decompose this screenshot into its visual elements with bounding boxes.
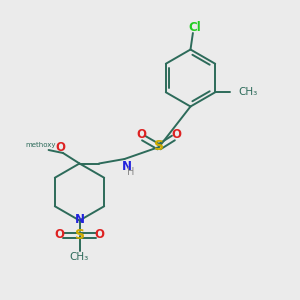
Text: O: O — [55, 141, 65, 154]
Text: CH₃: CH₃ — [238, 87, 258, 97]
Text: N: N — [74, 213, 85, 226]
Text: O: O — [171, 128, 182, 141]
Text: Cl: Cl — [188, 21, 201, 34]
Text: CH₃: CH₃ — [70, 252, 89, 262]
Text: H: H — [127, 167, 134, 177]
Text: O: O — [94, 228, 105, 242]
Text: methoxy: methoxy — [25, 142, 56, 148]
Text: O: O — [136, 128, 146, 141]
Text: S: S — [74, 228, 85, 242]
Text: O: O — [54, 228, 64, 242]
Text: N: N — [122, 160, 132, 173]
Text: S: S — [154, 140, 164, 153]
